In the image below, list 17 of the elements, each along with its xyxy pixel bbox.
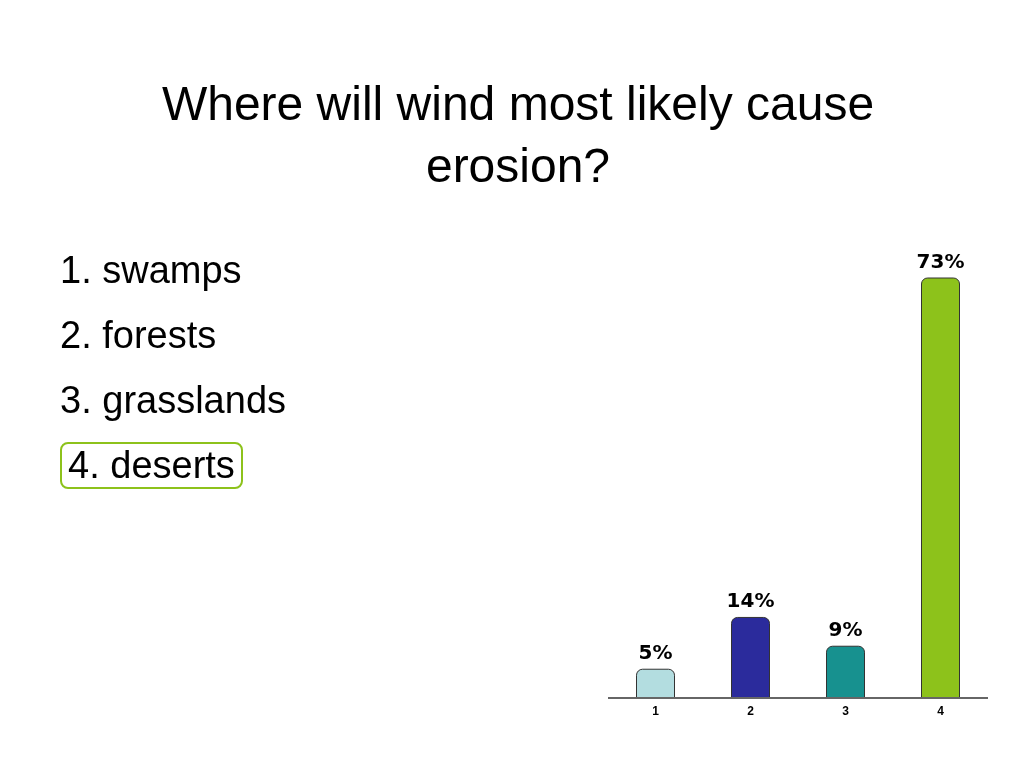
bar <box>921 277 960 699</box>
data-label: 73% <box>916 249 965 273</box>
chart-title: Where will wind most likely cause erosion? <box>160 76 876 194</box>
bar <box>636 668 675 699</box>
bar <box>731 616 770 699</box>
text: 2. forests <box>60 314 217 357</box>
bar <box>826 645 865 699</box>
data-label: 14% <box>726 588 775 613</box>
rounded-outline: 4. deserts <box>60 442 243 489</box>
data-label: 9% <box>828 617 863 642</box>
text: 1. swamps <box>60 249 242 292</box>
x-tick-label: 2 <box>747 703 755 718</box>
data-label: 5% <box>638 640 673 665</box>
x-tick-label: 4 <box>937 703 945 718</box>
x-tick-label: 1 <box>652 703 660 718</box>
text: 3. grasslands <box>60 379 287 422</box>
x-tick-label: 3 <box>842 703 850 718</box>
